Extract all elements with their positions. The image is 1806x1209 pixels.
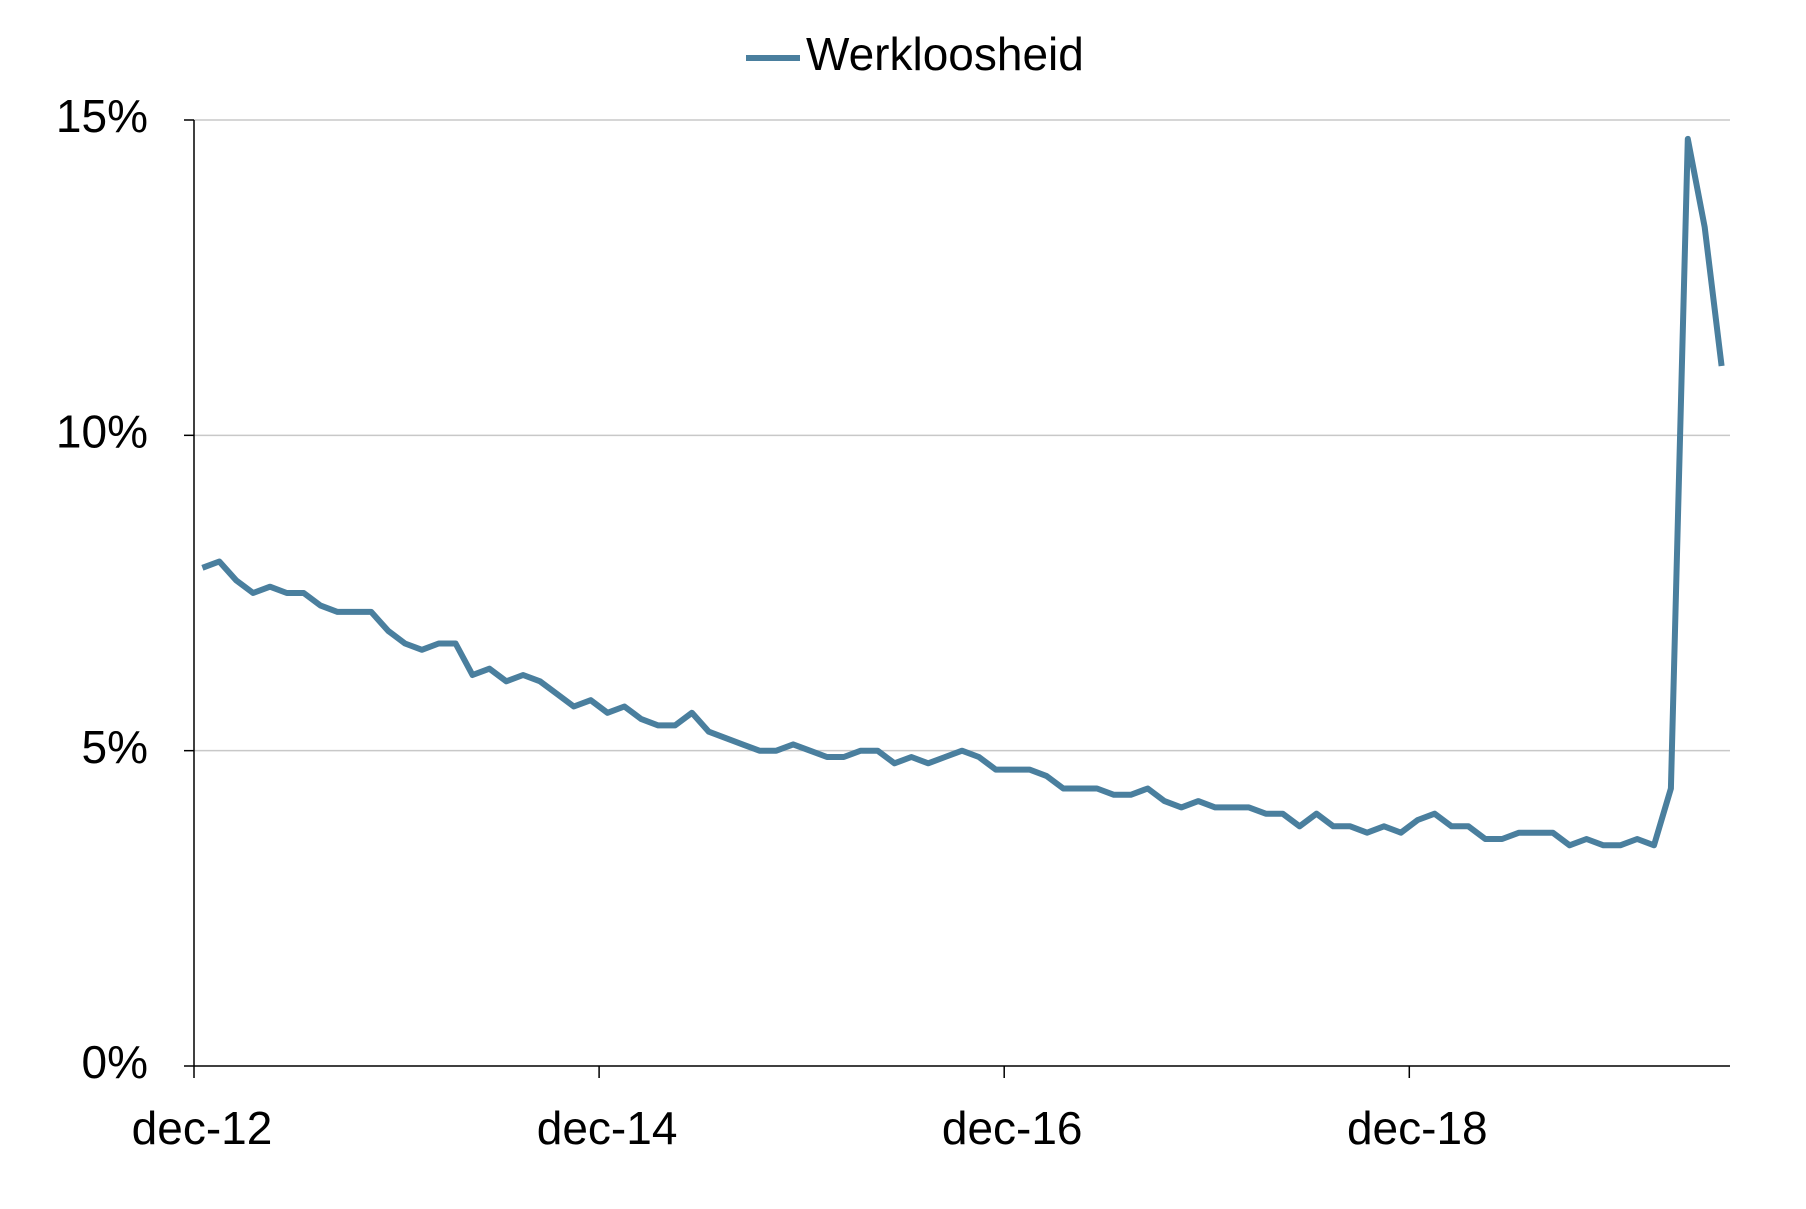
x-tick-label: dec-12 [132,1102,273,1154]
series-line [201,135,1725,849]
x-tick-label: dec-16 [942,1102,1083,1154]
y-tick-label: 0% [82,1036,148,1088]
y-tick-label: 10% [56,405,148,457]
x-tick-label: dec-18 [1347,1102,1488,1154]
x-tick-label: dec-14 [537,1102,678,1154]
y-tick-label: 5% [82,721,148,773]
y-tick-label: 15% [56,90,148,142]
legend-label: Werkloosheid [806,28,1084,80]
